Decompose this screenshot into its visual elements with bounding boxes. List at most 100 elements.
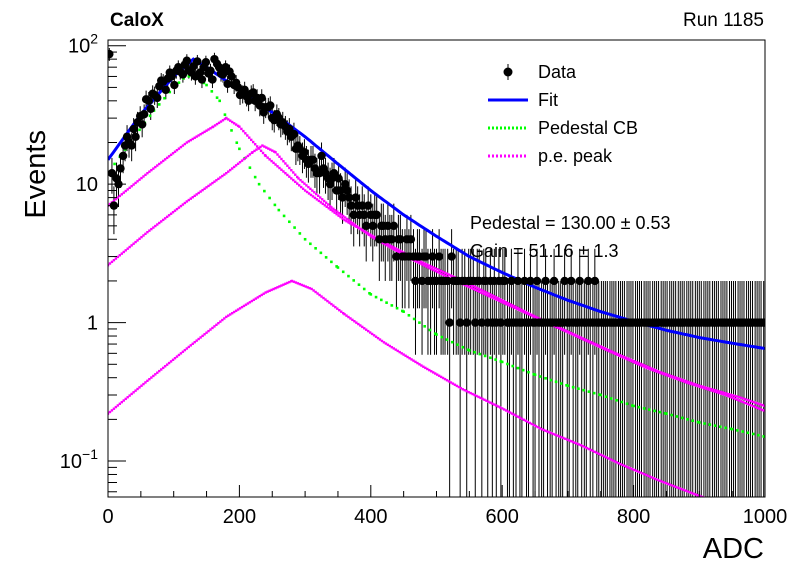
pedestal-cb-dot: [423, 325, 426, 328]
data-point: [146, 104, 155, 114]
pe-peak-3-dot: [514, 414, 518, 417]
pe-peak-1-dot: [678, 377, 681, 381]
pe-peak-2-dot: [604, 348, 607, 351]
data-points: [108, 49, 765, 327]
pe-peak-3-dot: [690, 491, 693, 495]
pe-peak-2-dot: [740, 400, 743, 403]
pe-peak-3-dot: [236, 308, 240, 311]
pe-peak-3-dot: [217, 322, 220, 325]
pe-peak-3-dot: [199, 336, 202, 339]
data-point: [471, 318, 480, 327]
pe-peak-2-dot: [367, 233, 371, 237]
data-point: [406, 235, 416, 244]
pe-peak-1-dot: [261, 151, 265, 155]
pe-peak-3-dot: [625, 465, 628, 468]
pe-peak-1-dot: [640, 363, 644, 366]
pe-peak-1-dot: [347, 221, 350, 224]
pe-peak-2-dot: [688, 382, 692, 385]
pe-peak-1-dot: [288, 175, 291, 178]
pe-peak-1-dot: [635, 360, 638, 364]
pe-peak-2-dot: [535, 316, 538, 320]
pe-peak-2-dot: [466, 285, 469, 288]
y-tick-label: 1: [87, 313, 98, 335]
pe-peak-2-dot: [663, 373, 666, 376]
pe-peak-2-dot: [736, 398, 739, 401]
pe-peak-1-dot: [264, 154, 267, 158]
pe-peak-1-dot: [426, 263, 429, 266]
x-tick-label: 800: [617, 506, 650, 528]
pe-peak-1-dot: [181, 144, 185, 147]
pe-peak-1-dot: [439, 269, 443, 273]
pe-peak-3-dot: [526, 420, 530, 424]
data-point: [526, 276, 535, 286]
pe-peak-1-dot: [704, 386, 707, 389]
pe-peak-2-dot: [598, 345, 601, 348]
pe-peak-1-dot: [128, 186, 131, 189]
pe-peak-1-dot: [485, 291, 488, 294]
pe-peak-1-dot: [142, 175, 145, 178]
pe-peak-3-dot: [481, 397, 484, 401]
pe-peak-2-dot: [594, 343, 597, 347]
pe-peak-3-dot: [420, 364, 423, 367]
pe-peak-3-dot: [128, 394, 131, 397]
pe-peak-2-dot: [299, 178, 302, 182]
pe-peak-1-dot: [296, 182, 299, 185]
pe-peak-1-dot: [150, 168, 153, 172]
pe-peak-1-dot: [197, 134, 200, 137]
pe-peak-1-dot: [335, 212, 338, 216]
pe-peak-1-dot: [276, 165, 279, 168]
pe-peak-1-dot: [311, 195, 315, 198]
pe-peak-1-dot: [268, 158, 271, 161]
pe-peak-3-dot: [332, 304, 335, 307]
pe-peak-1-dot: [471, 284, 474, 287]
pe-peak-3-dot: [471, 392, 474, 396]
pe-peak-1-dot: [745, 398, 748, 401]
pedestal-cb-dot: [500, 360, 504, 364]
pedestal-cb-dot: [319, 251, 323, 255]
pe-peak-1-dot: [297, 184, 301, 187]
pe-peak-3-dot: [579, 444, 583, 447]
pe-peak-1-dot: [433, 267, 437, 270]
pe-peak-2-dot: [227, 170, 230, 173]
pe-peak-2-dot: [355, 224, 359, 228]
pedestal-cb-dot: [148, 114, 152, 118]
pe-peak-3-dot: [185, 347, 189, 350]
pe-peak-1-dot: [715, 389, 719, 393]
pe-peak-2-dot: [675, 377, 678, 380]
pe-peak-3-dot: [497, 405, 500, 408]
pe-peak-2-dot: [748, 403, 751, 406]
pe-peak-1-dot: [493, 295, 496, 298]
pe-peak-3-dot: [410, 358, 413, 361]
pe-peak-2-dot: [472, 287, 475, 291]
pe-peak-2-dot: [562, 329, 566, 332]
pe-peak-3-dot: [232, 310, 236, 314]
data-point: [131, 132, 140, 141]
pe-peak-2-dot: [568, 332, 572, 335]
data-point: [137, 120, 147, 129]
fit-curve-group: [108, 57, 765, 350]
pe-peak-1-dot: [175, 148, 179, 152]
pe-peak-2-dot: [572, 333, 576, 337]
pe-peak-3-dot: [197, 337, 200, 341]
pe-peak-3-dot: [732, 506, 734, 508]
pe-peak-1-dot: [238, 125, 241, 128]
pe-peak-3-dot: [154, 373, 157, 376]
pe-peak-2-dot: [570, 332, 574, 336]
data-point: [257, 93, 266, 103]
pe-peak-1-dot: [441, 270, 445, 274]
pedestal-cb-dot: [637, 405, 641, 409]
pe-peak-1-dot: [648, 366, 652, 370]
pedestal-cb-dot: [330, 260, 333, 264]
pe-peak-3-dot: [508, 411, 512, 414]
pe-peak-1-dot: [388, 244, 392, 247]
pe-peak-1-dot: [229, 119, 232, 122]
pe-peak-1-dot: [209, 127, 212, 130]
pe-peak-2-dot: [686, 381, 690, 385]
pe-peak-1-dot: [116, 196, 120, 199]
pedestal-cb-dot: [554, 380, 558, 384]
pe-peak-3-dot: [538, 426, 541, 430]
pe-peak-3-dot: [564, 437, 567, 441]
pe-peak-2-dot: [712, 390, 715, 393]
data-point: [206, 66, 215, 75]
pe-peak-2-dot: [322, 199, 326, 203]
